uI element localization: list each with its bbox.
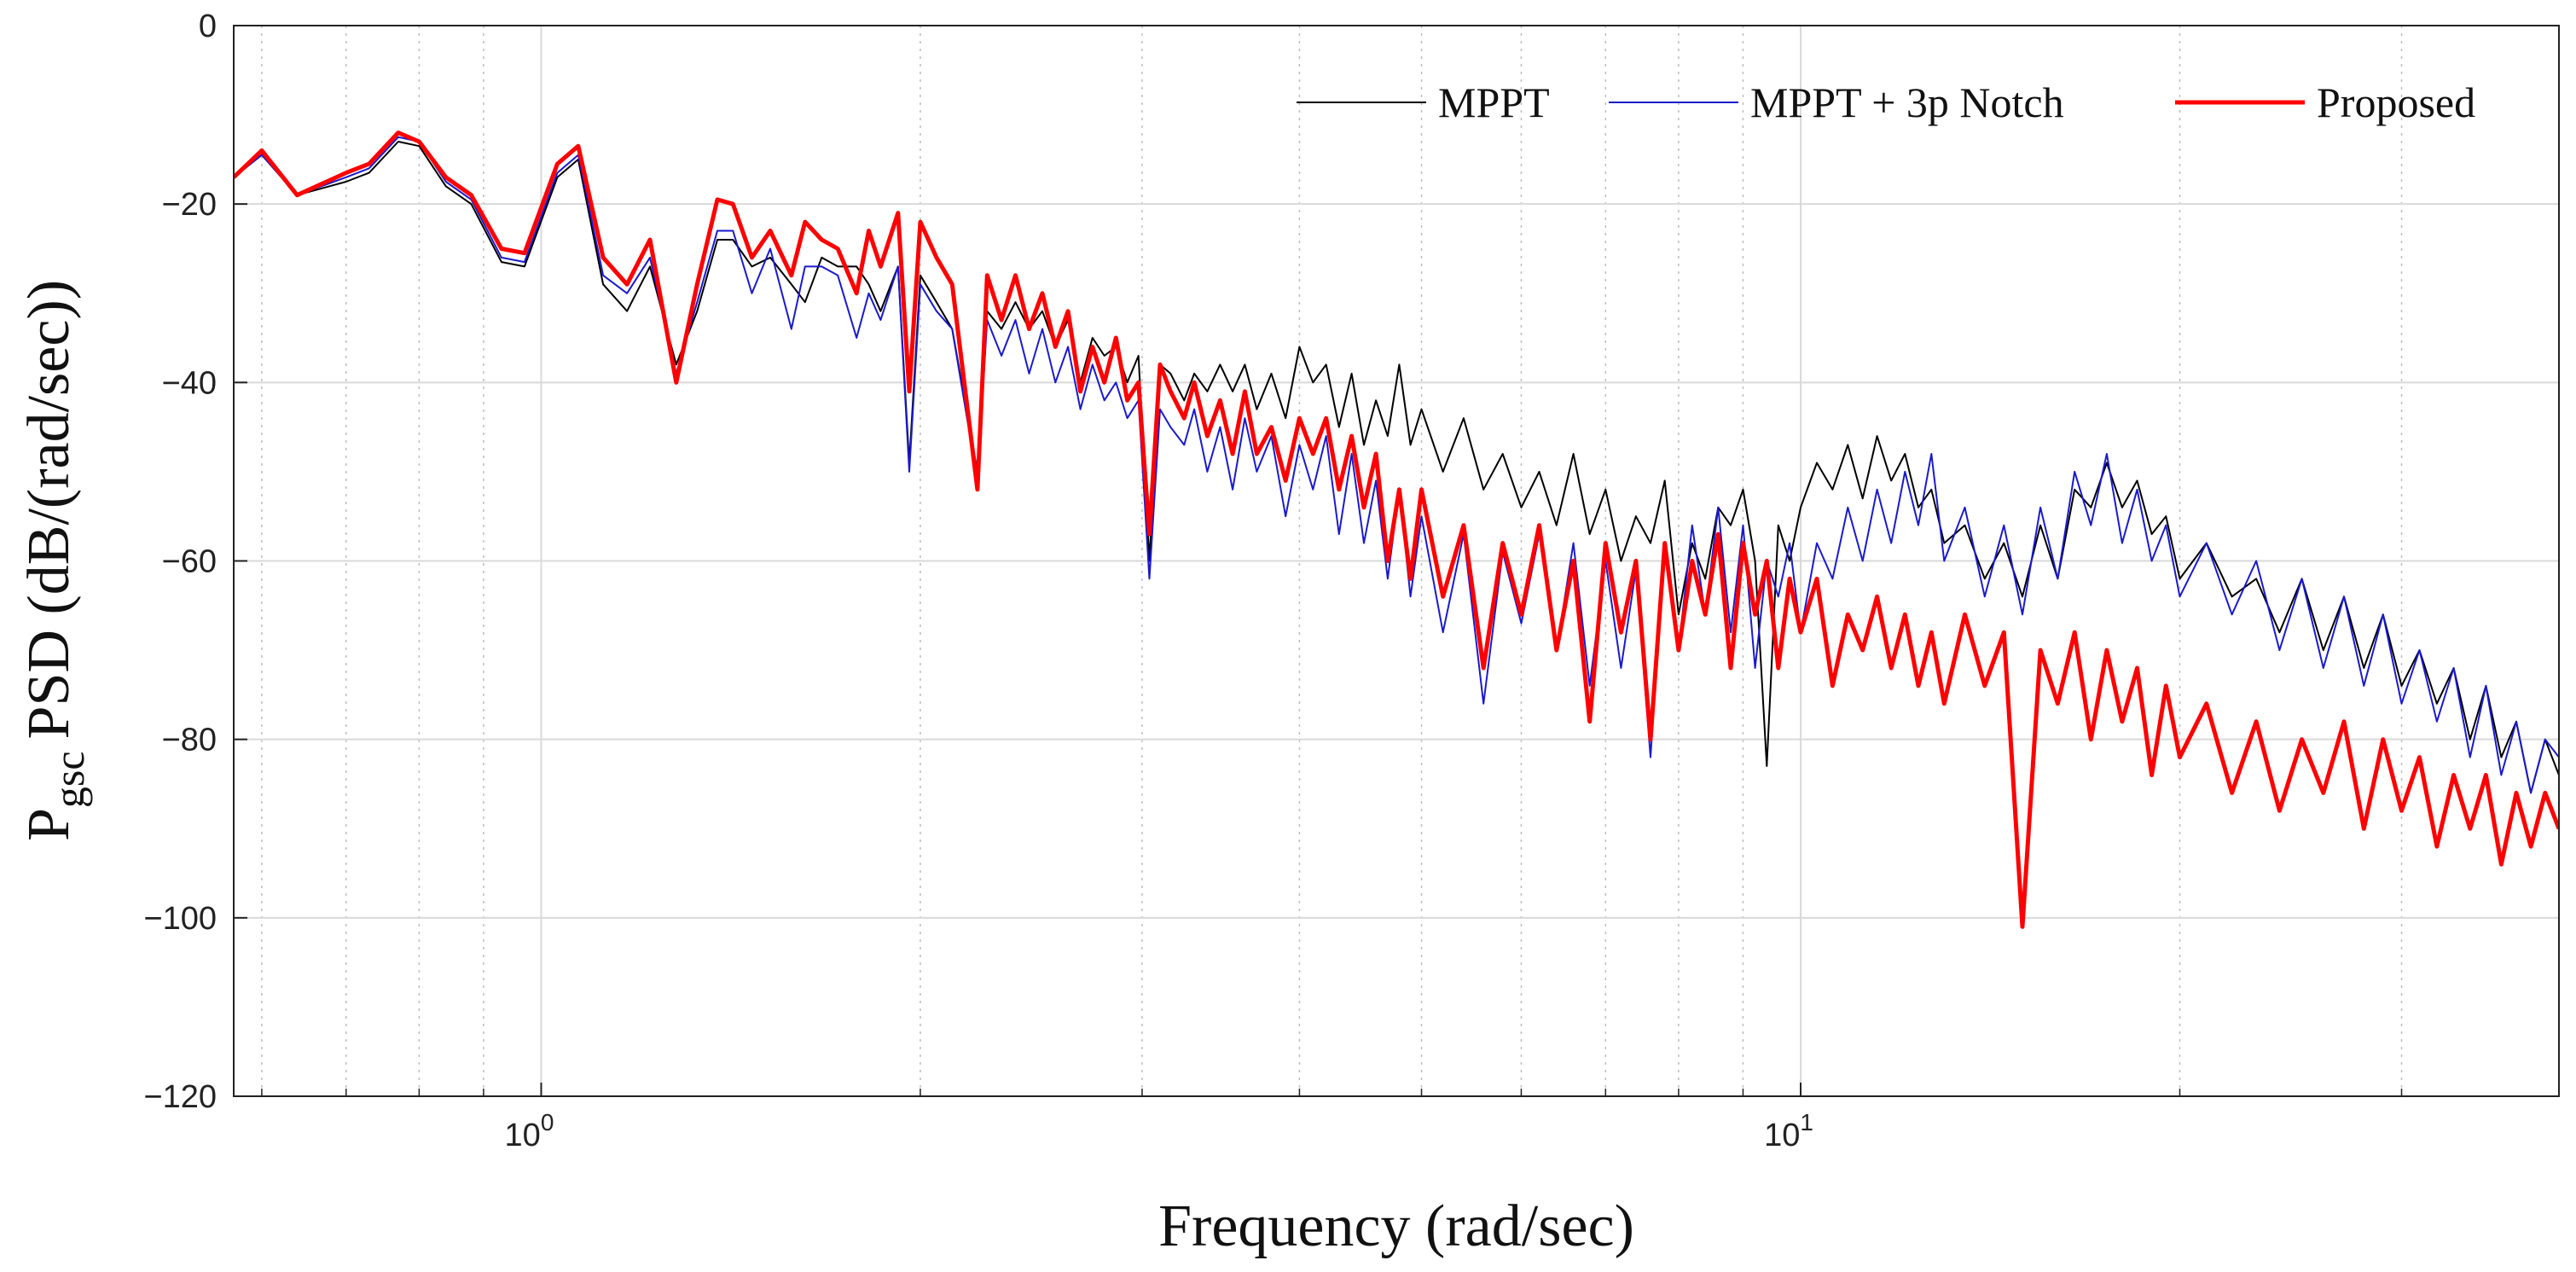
x-tick-label-base: 10 [1764, 1118, 1800, 1153]
series-group [234, 131, 2559, 929]
y-tick-label: −40 [162, 365, 217, 401]
legend: MPPT MPPT + 3p Notch Proposed [1297, 78, 2475, 126]
y-axis-title-main: P [16, 808, 82, 841]
x-tick-label-base: 10 [505, 1118, 541, 1153]
y-tick-label: −100 [143, 901, 217, 937]
y-tick-label: −80 [162, 723, 217, 758]
series-line-2 [234, 131, 2559, 929]
legend-label-proposed: Proposed [2317, 78, 2475, 126]
y-axis-title-rest: PSD (dB/(rad/sec)) [16, 280, 82, 740]
y-tick-label: −60 [162, 544, 217, 580]
y-axis-title: Pgsc PSD (dB/(rad/sec)) [16, 280, 93, 841]
x-tick-label-exp: 1 [1800, 1109, 1813, 1136]
x-tick-label-exp: 0 [541, 1109, 554, 1136]
legend-label-mppt: MPPT [1438, 78, 1550, 126]
y-tick-label: −20 [162, 187, 217, 223]
legend-label-mppt-notch: MPPT + 3p Notch [1750, 78, 2064, 126]
y-tick-label: −120 [143, 1079, 217, 1115]
y-tick-label: 0 [199, 9, 217, 44]
y-axis-title-subscript: gsc [45, 751, 93, 808]
x-tick-label: 100 [505, 1109, 554, 1153]
series-line-1 [234, 136, 2559, 794]
svg-text:PgscPSD (dB/(rad/sec)): Pgsc PSD (dB/(rad/sec)) [16, 280, 93, 841]
series-line-0 [234, 141, 2559, 794]
x-tick-label: 101 [1764, 1109, 1813, 1153]
x-axis-title: Frequency (rad/sec) [1158, 1194, 1634, 1259]
